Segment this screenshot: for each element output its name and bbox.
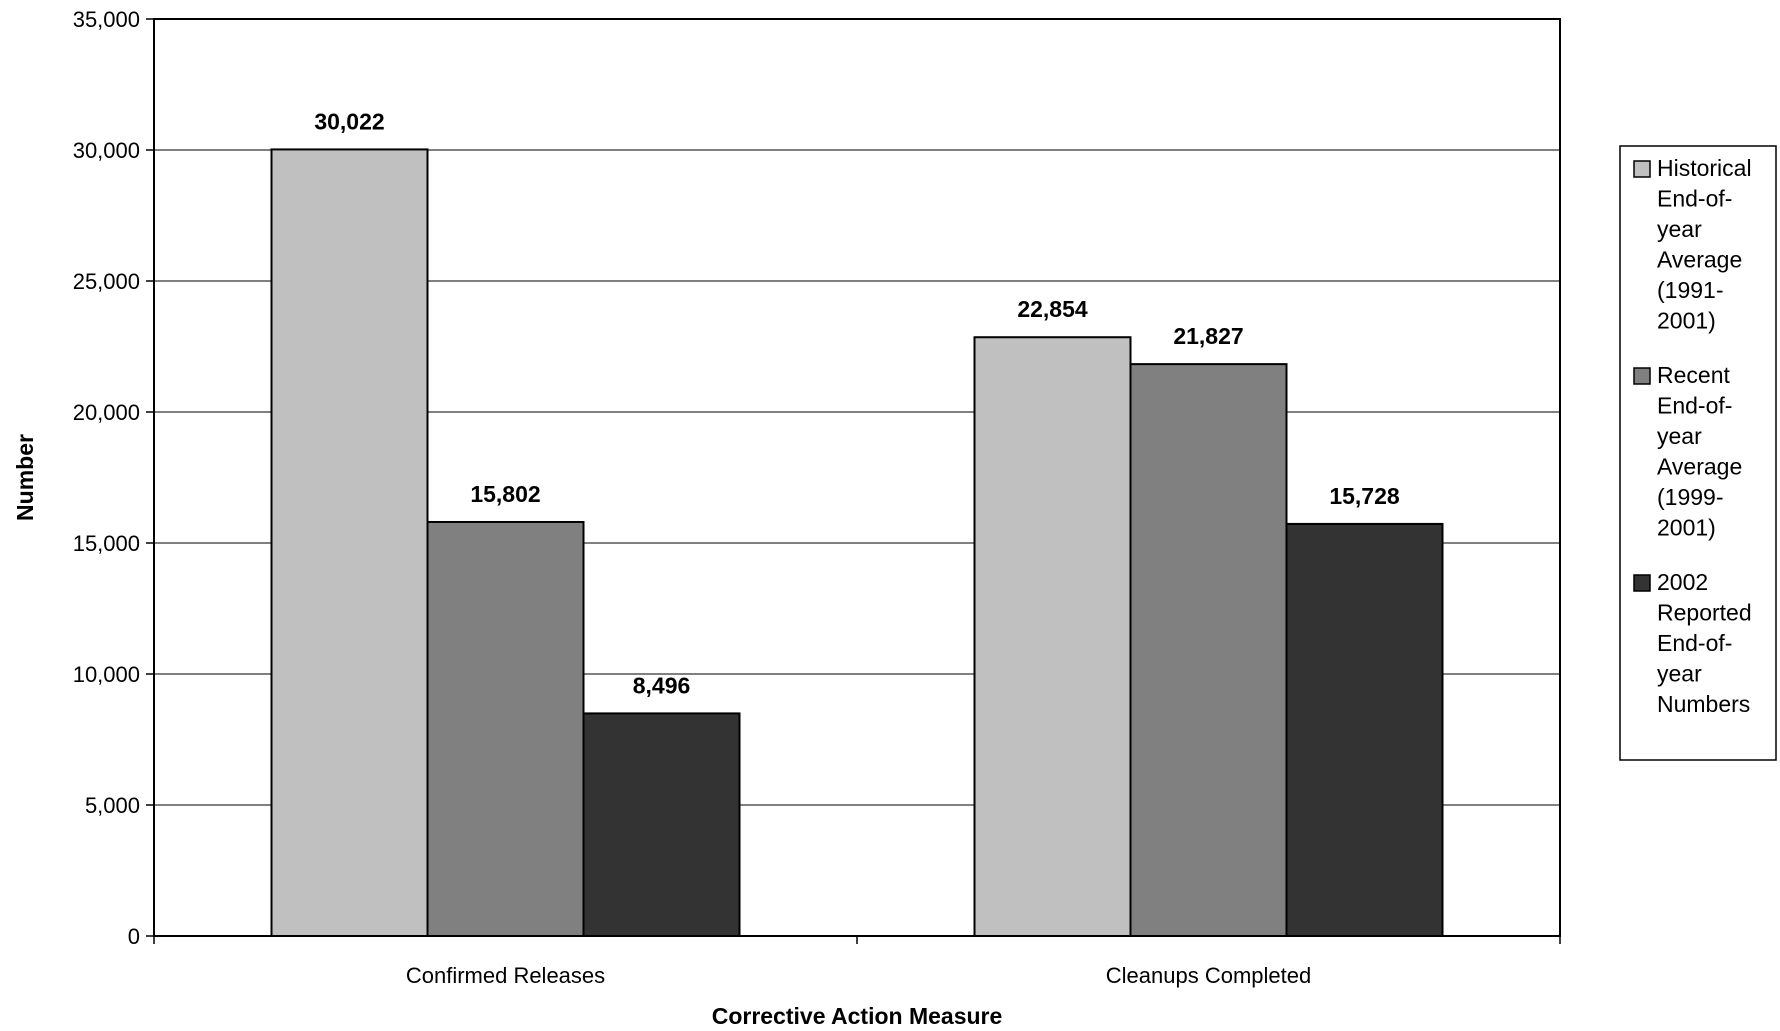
- x-tick-label: Cleanups Completed: [1106, 963, 1311, 988]
- data-label: 21,827: [1173, 323, 1243, 349]
- data-label: 15,728: [1329, 483, 1400, 509]
- legend-entry: Historical End-of-year Average (1991-2001): [1657, 155, 1752, 334]
- bar: [1129, 363, 1288, 937]
- y-axis-ticks: 0 5,000 10,000 15,000 20,000 25,000 30,000 35,0…: [73, 7, 154, 949]
- data-label: 30,022: [314, 108, 384, 134]
- x-axis-ticks: Confirmed Releases Cleanups Completed: [153, 936, 1561, 988]
- x-axis-title: Corrective Action Measure: [712, 1003, 1003, 1029]
- data-label: 22,854: [1017, 296, 1088, 322]
- bar: [973, 336, 1132, 937]
- legend-swatch: [1633, 574, 1651, 592]
- legend-swatch: [1633, 160, 1651, 178]
- bar: [270, 148, 429, 938]
- data-labels: 30,022 15,802 8,496 22,854 21,827 15,728: [314, 108, 1400, 698]
- data-label: 15,802: [470, 481, 540, 507]
- y-tick-label: 10,000: [73, 662, 140, 687]
- legend-box: [1619, 145, 1777, 761]
- legend-swatch: [1633, 367, 1651, 385]
- bar: [582, 712, 741, 937]
- y-tick-label: 35,000: [73, 7, 140, 32]
- bar: [1285, 522, 1444, 937]
- bar: [426, 520, 585, 937]
- y-tick-label: 20,000: [73, 400, 140, 425]
- x-tick-label: Confirmed Releases: [406, 963, 605, 988]
- legend-entry: Recent End-of-year Average (1999-2001): [1657, 362, 1742, 541]
- data-label: 8,496: [633, 672, 691, 698]
- y-axis-title: Number: [12, 434, 38, 521]
- y-tick-label: 5,000: [85, 793, 140, 818]
- y-tick-label: 15,000: [73, 531, 140, 556]
- legend: Historical End-of-year Average (1991-2001) R…: [1619, 145, 1777, 761]
- y-tick-label: 30,000: [73, 138, 140, 163]
- y-tick-label: 25,000: [73, 269, 140, 294]
- bars: [270, 148, 1444, 938]
- legend-entry: 2002 Reported End-of-year Numbers: [1657, 569, 1752, 717]
- y-tick-label: 0: [128, 924, 140, 949]
